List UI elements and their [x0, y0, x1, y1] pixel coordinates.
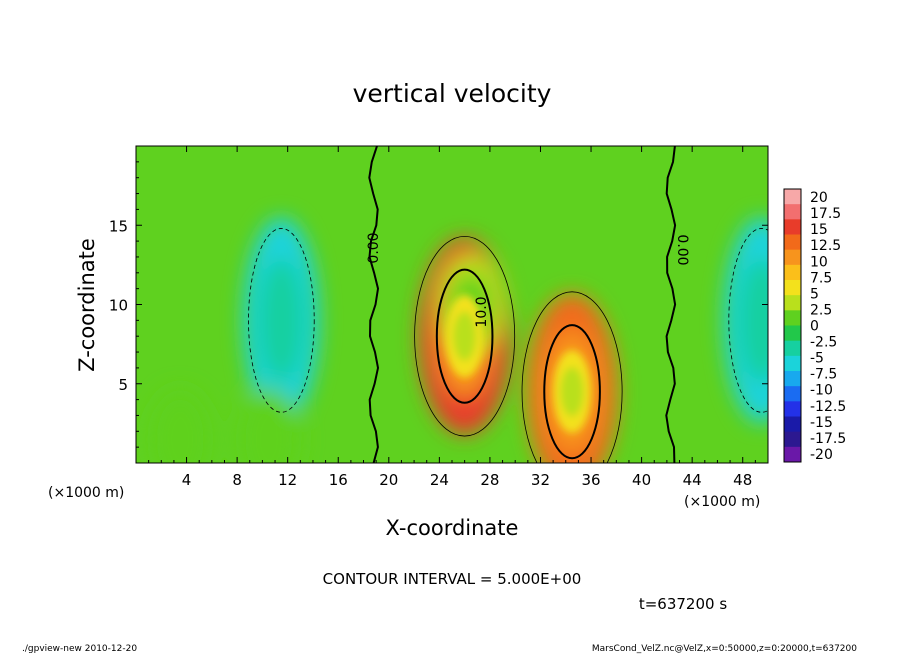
peak-contour-0 [435, 268, 494, 404]
x-tick-label-4: 4 [182, 471, 192, 489]
chart-title: vertical velocity [353, 79, 552, 108]
colorbar-cell-10 [784, 340, 801, 357]
colorbar-cell-7 [784, 295, 801, 311]
colorbar-cell-9 [784, 325, 801, 342]
colorbar-frame [783, 188, 802, 463]
colorbar-cell-6 [784, 280, 801, 296]
colorbar-label-2: 15 [810, 222, 828, 238]
field-blob-4-1 [738, 258, 768, 383]
time-label: t=637200 s [639, 595, 727, 613]
footer-left: ./gpview-new 2010-12-20 [22, 644, 137, 654]
x-tick-label-8: 8 [232, 471, 242, 489]
x-tick-label-16: 16 [329, 471, 348, 489]
peak-contour-1 [543, 324, 601, 460]
x-tick-label-28: 28 [480, 471, 499, 489]
x-tick-label-20: 20 [379, 471, 398, 489]
x-tick-label-24: 24 [430, 471, 449, 489]
colorbar-label-5: 7.5 [810, 270, 832, 286]
heatmap-field [136, 146, 768, 463]
zero-contour-0 [368, 146, 380, 463]
colorbar-cell-1 [784, 204, 801, 220]
field-blob-5-1 [160, 408, 200, 463]
x-tick-label-36: 36 [581, 471, 600, 489]
colorbar-label-4: 10 [810, 254, 828, 270]
colorbar-label-10: -5 [810, 351, 824, 367]
colorbar-label-16: -20 [810, 447, 833, 463]
colorbar-label-3: 12.5 [810, 238, 841, 254]
colorbar-cell-13 [784, 386, 801, 402]
colorbar-cell-15 [784, 416, 801, 433]
field-blob-6-1 [249, 408, 289, 463]
x-tick-label-12: 12 [278, 471, 297, 489]
colorbar-cell-4 [784, 249, 801, 266]
field-blob-0-3 [453, 311, 477, 361]
x-axis-label: X-coordinate [386, 516, 519, 540]
colorbar-label-7: 2.5 [810, 302, 832, 318]
negative-contour-4 [728, 228, 768, 413]
x-axis: 4 8 12 16 20 24 28 32 36 40 44 48 [148, 146, 756, 489]
colorbar-cell-0 [784, 189, 801, 205]
colorbar-cell-11 [784, 355, 801, 372]
x-tick-label-48: 48 [733, 471, 752, 489]
y-axis-label: Z-coordinate [75, 238, 99, 372]
colorbar-cell-2 [784, 219, 801, 235]
x-unit-left: (×1000 m) [48, 485, 124, 501]
negative-contour-3 [248, 228, 315, 413]
colorbar-label-15: -17.5 [810, 431, 846, 447]
zero-contour-label-left: 0.00 [366, 232, 382, 263]
y-tick-label-5: 5 [118, 376, 128, 394]
colorbar-cell-8 [784, 310, 801, 326]
colorbar-label-9: -2.5 [810, 335, 837, 351]
y-tick-label-10: 10 [109, 297, 128, 315]
peak-contour-label: 10.0 [474, 296, 490, 327]
y-tick-label-15: 15 [109, 217, 128, 235]
colorbar-cell-5 [784, 264, 801, 281]
colorbar-label-12: -10 [810, 383, 833, 399]
contour-interval-note: CONTOUR INTERVAL = 5.000E+00 [323, 570, 582, 588]
colorbar-cell-12 [784, 371, 801, 387]
colorbar-label-1: 17.5 [810, 206, 841, 222]
colorbar-cell-16 [784, 431, 801, 448]
colorbar-label-11: -7.5 [810, 367, 837, 383]
colorbar-label-13: -12.5 [810, 399, 846, 415]
colorbar-label-0: 20 [810, 190, 828, 206]
colorbar-label-14: -15 [810, 415, 833, 431]
colorbar [783, 188, 802, 463]
colorbar-labels: 2017.51512.5107.552.50-2.5-5-7.5-10-12.5… [810, 190, 846, 463]
x-tick-label-44: 44 [683, 471, 702, 489]
contour-5-0 [414, 235, 516, 437]
field-blob-3-1 [258, 258, 305, 383]
x-tick-label-32: 32 [531, 471, 550, 489]
zero-contour-1 [665, 146, 677, 463]
colorbar-cell-17 [784, 446, 801, 463]
colorbar-label-6: 5 [810, 286, 819, 302]
footer-right: MarsCond_VelZ.nc@VelZ,x=0:50000,z=0:2000… [592, 644, 857, 654]
y-axis: 5 10 15 [109, 161, 768, 448]
x-tick-label-40: 40 [632, 471, 651, 489]
field-blob-1-3 [560, 367, 584, 417]
colorbar-label-8: 0 [810, 319, 819, 335]
colorbar-cell-14 [784, 401, 801, 417]
colorbar-cell-3 [784, 234, 801, 251]
zero-contour-label-right: 0.00 [674, 234, 690, 265]
x-unit-right: (×1000 m) [684, 494, 760, 510]
contour-5-1 [521, 291, 623, 463]
